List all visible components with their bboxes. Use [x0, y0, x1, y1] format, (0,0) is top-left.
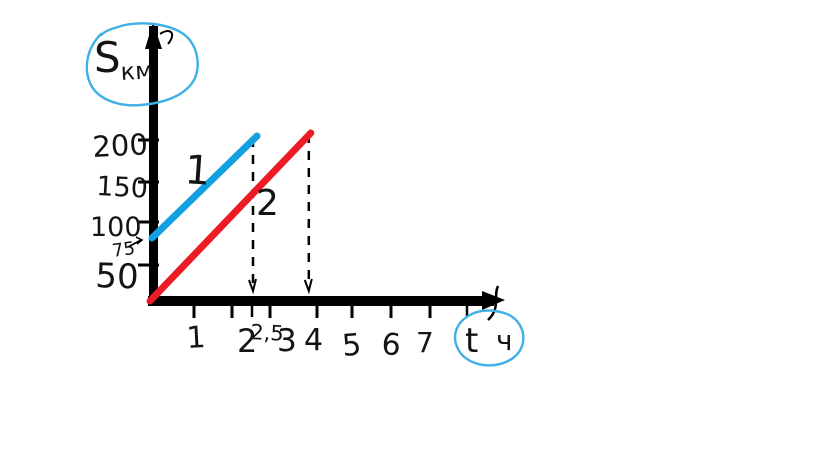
y-tick-label-50: 50 — [95, 256, 140, 297]
y-axis-arrowhead — [145, 22, 162, 49]
x-tick-label-1: 1 — [186, 320, 207, 356]
x-axis-title: t — [465, 321, 478, 361]
x-axis-arrow-squiggle — [487, 285, 500, 321]
y-annotation-75: 75 — [111, 238, 137, 262]
x-tick-label-3: 3 — [277, 323, 297, 359]
x-tick-label-2: 2 — [237, 322, 257, 360]
x-axis-unit: ч — [496, 324, 513, 357]
circle-around-x-axis-title — [453, 309, 525, 367]
x-tick-label-4: 4 — [304, 323, 323, 358]
x-tick-label-7: 7 — [416, 326, 434, 359]
guide-line-arrow-0 — [248, 278, 257, 295]
y-tick-label-100: 100 — [90, 212, 142, 243]
series-1-line — [148, 132, 261, 242]
x-axis-line — [148, 296, 494, 306]
guide-line-arrow-1 — [303, 278, 313, 295]
circle-around-y-axis-title — [85, 22, 199, 107]
series-2-line — [146, 129, 315, 305]
series-1-label: 1 — [183, 147, 212, 195]
y-axis-unit: км — [120, 56, 154, 86]
y-tick-label-200: 200 — [92, 127, 149, 164]
x-tick-label-5: 5 — [341, 327, 363, 364]
y-axis-title: S — [94, 33, 121, 82]
y-axis-line — [149, 26, 158, 306]
series-2-label: 2 — [256, 183, 279, 224]
y-tick-label-150: 150 — [96, 171, 149, 205]
x-annotation-2-5: 2,5 — [250, 320, 285, 346]
y-axis-arrow-squiggle — [159, 30, 174, 45]
y-annotation-arrow — [127, 236, 144, 248]
x-axis-arrowhead — [482, 291, 505, 310]
x-tick-label-6: 6 — [380, 327, 401, 363]
